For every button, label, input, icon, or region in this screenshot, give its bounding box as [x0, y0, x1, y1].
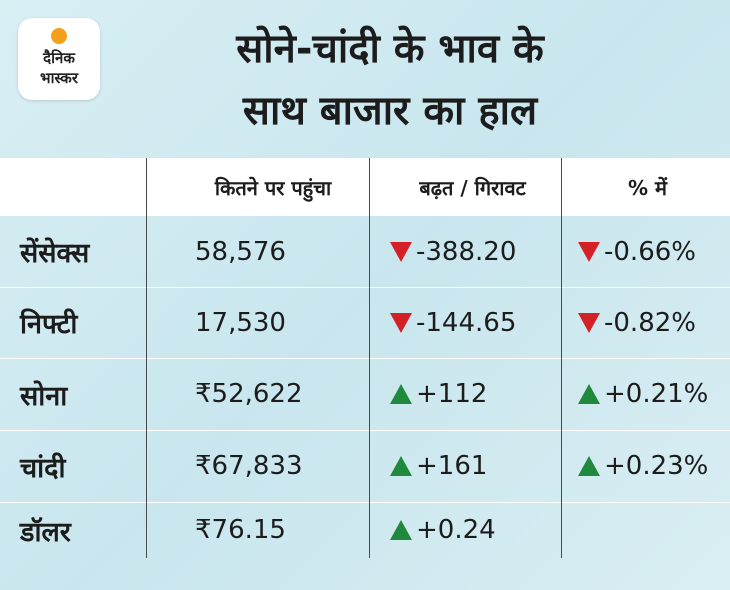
header-cell-value: कितने पर पहुंचा	[214, 175, 332, 200]
row-divider	[0, 287, 730, 288]
row-value: ₹76.15	[195, 515, 286, 545]
row-name: चांदी	[20, 452, 66, 484]
row-change-text: -144.65	[416, 307, 517, 338]
sun-icon	[51, 28, 67, 44]
header: दैनिक भास्कर सोने-चांदी के भाव के साथ बा…	[0, 0, 730, 158]
row-value: ₹52,622	[195, 379, 303, 409]
row-change-text: -388.20	[416, 236, 517, 267]
row-divider	[0, 430, 730, 431]
row-name: डॉलर	[20, 516, 71, 548]
row-percent: +0.21%	[578, 358, 728, 430]
row-percent-text: +0.21%	[604, 379, 709, 409]
table-row: निफ्टी 17,530 -144.65 -0.82%	[0, 287, 730, 358]
row-name: सेंसेक्स	[20, 238, 90, 269]
table-row: सेंसेक्स 58,576 -388.20 -0.66%	[0, 216, 730, 287]
header-cell-change: बढ़त / गिरावट	[419, 175, 526, 200]
row-value: ₹67,833	[195, 451, 303, 481]
row-change: +112	[390, 358, 560, 430]
header-cell-name	[20, 158, 145, 216]
row-change-text: +0.24	[416, 515, 496, 545]
row-percent: +0.23%	[578, 430, 728, 502]
logo-text-line2: भास्कर	[40, 69, 78, 87]
row-value: 17,530	[195, 307, 286, 338]
up-triangle-icon	[578, 456, 600, 476]
page-title-line1: सोने-चांदी के भाव के	[236, 26, 544, 72]
row-divider	[0, 502, 730, 503]
row-divider	[0, 358, 730, 359]
market-table: कितने पर पहुंचा बढ़त / गिरावट % में सेंस…	[0, 158, 730, 558]
down-triangle-icon	[390, 312, 412, 333]
row-percent: -0.66%	[578, 216, 728, 287]
up-triangle-icon	[390, 384, 412, 404]
up-triangle-icon	[390, 520, 412, 540]
table-row: डॉलर ₹76.15 +0.24	[0, 502, 730, 558]
row-percent-text: +0.23%	[604, 451, 709, 481]
row-change: -388.20	[390, 216, 560, 287]
down-triangle-icon	[390, 241, 412, 262]
column-divider	[146, 158, 147, 558]
row-name: निफ्टी	[20, 309, 78, 340]
row-change: +0.24	[390, 502, 560, 558]
up-triangle-icon	[390, 456, 412, 476]
page-title-line2: साथ बाजार का हाल	[242, 88, 538, 134]
dainik-bhaskar-logo: दैनिक भास्कर	[18, 18, 100, 100]
down-triangle-icon	[578, 241, 600, 262]
row-name: सोना	[20, 380, 68, 412]
row-value: 58,576	[195, 236, 286, 267]
column-divider	[369, 158, 370, 558]
up-triangle-icon	[578, 384, 600, 404]
row-percent-text: -0.66%	[604, 236, 696, 267]
table-row: सोना ₹52,622 +112 +0.21%	[0, 358, 730, 430]
row-change: -144.65	[390, 287, 560, 358]
row-change: +161	[390, 430, 560, 502]
table-header-row: कितने पर पहुंचा बढ़त / गिरावट % में	[0, 158, 730, 216]
header-cell-percent: % में	[628, 175, 667, 200]
row-percent: -0.82%	[578, 287, 728, 358]
table-row: चांदी ₹67,833 +161 +0.23%	[0, 430, 730, 502]
row-change-text: +112	[416, 379, 488, 409]
column-divider	[561, 158, 562, 558]
row-percent-text: -0.82%	[604, 307, 696, 338]
down-triangle-icon	[578, 312, 600, 333]
row-change-text: +161	[416, 451, 488, 481]
logo-text-line1: दैनिक	[43, 49, 75, 67]
